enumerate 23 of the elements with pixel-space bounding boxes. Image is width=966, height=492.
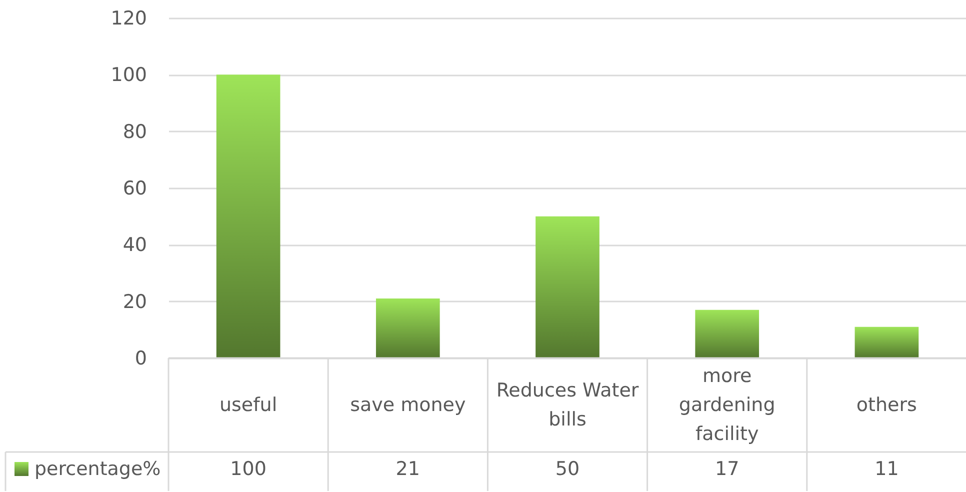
x-tick-label: others [856,394,917,416]
y-tick-label: 100 [110,64,147,86]
x-tick-label: save money [350,394,466,416]
data-label: 21 [396,458,420,480]
x-tick-label: more gardening facility [678,365,776,445]
bar [376,298,440,358]
legend-label: percentage% [34,458,161,480]
y-tick-label: 20 [122,290,147,313]
y-tick-label: 60 [122,178,147,200]
y-tick-label: 80 [122,120,147,143]
bar [536,216,600,358]
y-tick-label: 40 [122,234,147,256]
bar [216,74,280,358]
data-label: 17 [715,458,740,480]
x-tick-label: Reduces Water bills [496,380,639,430]
data-label: 11 [874,458,899,480]
data-label: 50 [555,458,580,480]
bar [854,326,919,358]
y-tick-label: 120 [110,8,147,30]
y-tick-label: 0 [134,348,147,370]
bar [695,310,760,358]
x-tick-label: useful [219,394,278,416]
data-label: 100 [230,458,266,480]
